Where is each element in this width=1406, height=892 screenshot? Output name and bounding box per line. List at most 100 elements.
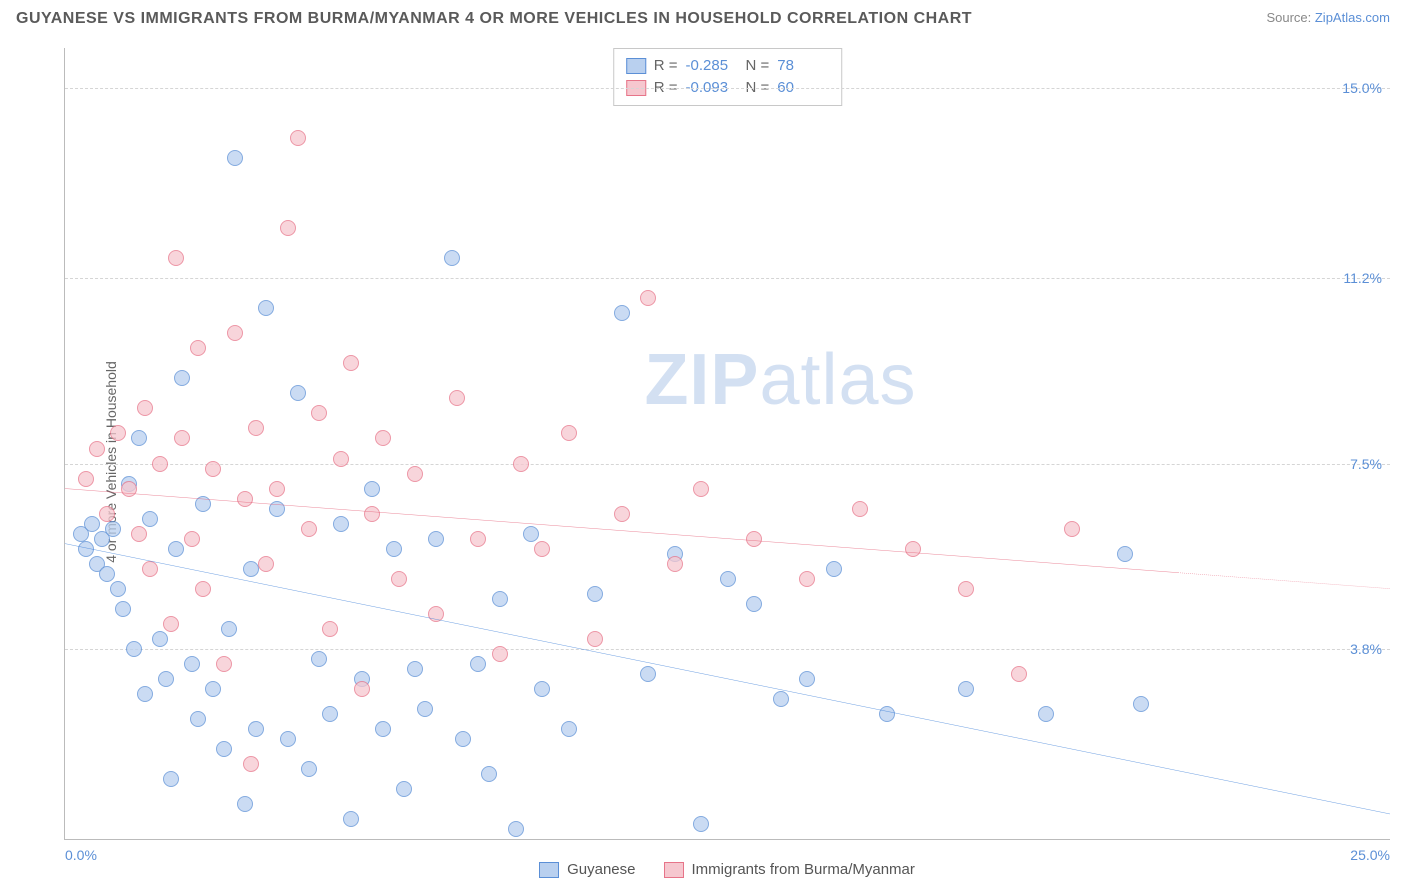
data-point [640,290,656,306]
data-point [221,621,237,637]
data-point [407,466,423,482]
chart-title: GUYANESE VS IMMIGRANTS FROM BURMA/MYANMA… [16,10,972,28]
data-point [1117,546,1133,562]
data-point [693,816,709,832]
data-point [1064,521,1080,537]
stats-legend-box: R = -0.285 N = 78 R = -0.093 N = 60 [613,48,843,106]
data-point [78,471,94,487]
data-point [799,671,815,687]
data-point [248,721,264,737]
data-point [168,250,184,266]
data-point [587,631,603,647]
data-point [391,571,407,587]
data-point [417,701,433,717]
data-point [322,621,338,637]
data-point [364,506,380,522]
data-point [126,641,142,657]
data-point [534,681,550,697]
data-point [190,711,206,727]
bottom-legend: Guyanese Immigrants from Burma/Myanmar [64,861,1390,878]
data-point [375,430,391,446]
data-point [852,501,868,517]
data-point [428,606,444,622]
data-point [470,656,486,672]
data-point [513,456,529,472]
chart-container: 4 or more Vehicles in Household ZIPatlas… [16,48,1390,876]
y-tick: 11.2% [1343,270,1382,286]
data-point [258,300,274,316]
data-point [137,686,153,702]
data-point [746,596,762,612]
data-point [110,581,126,597]
data-point [290,385,306,401]
data-point [158,671,174,687]
data-point [280,731,296,747]
swatch-s1-b [539,862,559,878]
data-point [184,531,200,547]
data-point [958,581,974,597]
data-point [269,481,285,497]
data-point [248,420,264,436]
data-point [301,521,317,537]
data-point [243,561,259,577]
data-point [131,430,147,446]
data-point [163,771,179,787]
data-point [142,511,158,527]
data-point [78,541,94,557]
data-point [746,531,762,547]
data-point [614,506,630,522]
watermark: ZIPatlas [644,339,916,421]
data-point [174,370,190,386]
data-point [444,250,460,266]
data-point [280,220,296,236]
data-point [343,811,359,827]
data-point [1133,696,1149,712]
data-point [205,681,221,697]
data-point [587,586,603,602]
data-point [561,425,577,441]
data-point [396,781,412,797]
data-point [614,305,630,321]
data-point [84,516,100,532]
stats-row-1: R = -0.285 N = 78 [626,55,830,77]
source-link[interactable]: ZipAtlas.com [1315,10,1390,25]
data-point [640,666,656,682]
data-point [773,691,789,707]
data-point [216,656,232,672]
data-point [115,601,131,617]
data-point [195,496,211,512]
data-point [720,571,736,587]
data-point [364,481,380,497]
data-point [799,571,815,587]
data-point [190,340,206,356]
data-point [449,390,465,406]
data-point [481,766,497,782]
source-label: Source: ZipAtlas.com [1266,10,1390,25]
data-point [137,400,153,416]
data-point [142,561,158,577]
gridline [65,278,1390,279]
data-point [561,721,577,737]
data-point [667,556,683,572]
data-point [152,456,168,472]
data-point [311,651,327,667]
data-point [121,481,137,497]
data-point [290,130,306,146]
data-point [333,451,349,467]
data-point [152,631,168,647]
data-point [534,541,550,557]
data-point [1011,666,1027,682]
data-point [258,556,274,572]
gridline [65,464,1390,465]
data-point [407,661,423,677]
data-point [174,430,190,446]
swatch-s1 [626,58,646,74]
swatch-s2-b [664,862,684,878]
data-point [693,481,709,497]
data-point [237,796,253,812]
data-point [89,441,105,457]
data-point [333,516,349,532]
data-point [508,821,524,837]
data-point [243,756,259,772]
data-point [428,531,444,547]
